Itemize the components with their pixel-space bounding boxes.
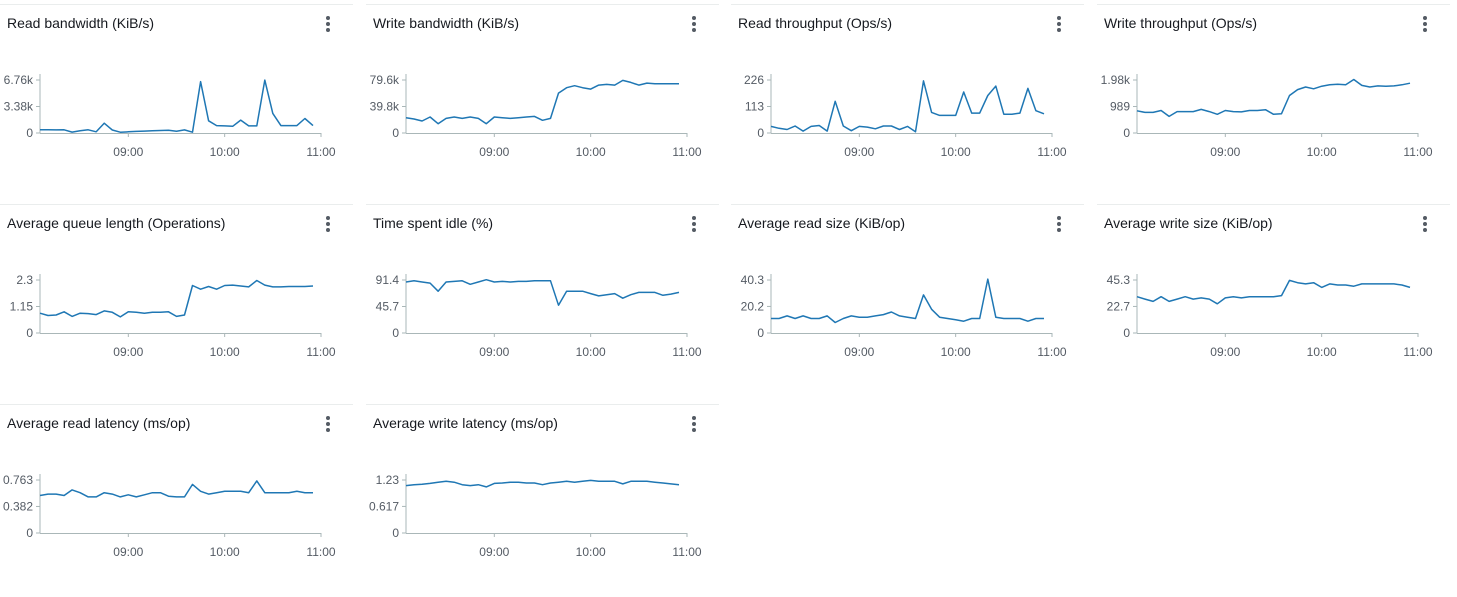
y-tick-label: 0.382 [3, 499, 33, 513]
x-tick-label: 09:00 [113, 345, 143, 359]
series-line [406, 480, 679, 487]
y-tick-label: 226 [744, 73, 764, 87]
y-tick-label: 91.4 [376, 273, 400, 287]
x-tick-label: 09:00 [479, 545, 509, 559]
line-chart: 0 0.617 1.23 09:00 10:00 11:00 [366, 405, 719, 597]
x-tick-label: 09:00 [1210, 345, 1240, 359]
series-line [1137, 80, 1410, 117]
y-tick-label: 1.23 [376, 473, 400, 487]
y-tick-label: 0 [757, 326, 764, 340]
y-tick-label: 40.3 [741, 273, 765, 287]
series-line [40, 281, 313, 317]
y-tick-label: 989 [1110, 100, 1130, 114]
y-tick-label: 0 [26, 526, 33, 540]
y-tick-label: 0 [392, 326, 399, 340]
series-line [771, 279, 1044, 322]
y-tick-label: 45.3 [1107, 273, 1131, 287]
y-tick-label: 0 [757, 126, 764, 140]
series-line [40, 481, 313, 497]
x-tick-label: 11:00 [672, 145, 701, 159]
x-tick-label: 10:00 [576, 545, 606, 559]
x-tick-label: 10:00 [210, 345, 240, 359]
y-tick-label: 3.38k [4, 100, 34, 114]
x-tick-label: 11:00 [672, 345, 701, 359]
x-tick-label: 10:00 [1307, 145, 1337, 159]
x-tick-label: 09:00 [1210, 145, 1240, 159]
series-line [1137, 280, 1410, 303]
x-tick-label: 09:00 [844, 345, 874, 359]
x-tick-label: 11:00 [1037, 145, 1066, 159]
x-tick-label: 11:00 [1037, 345, 1066, 359]
y-tick-label: 0 [392, 126, 399, 140]
y-tick-label: 0.763 [3, 473, 33, 487]
x-tick-label: 11:00 [306, 545, 335, 559]
series-line [406, 80, 679, 123]
x-tick-label: 10:00 [1307, 345, 1337, 359]
x-tick-label: 09:00 [479, 345, 509, 359]
y-tick-label: 0 [26, 326, 33, 340]
line-chart: 0 20.2 40.3 09:00 10:00 11:00 [731, 205, 1084, 397]
line-chart: 0 22.7 45.3 09:00 10:00 11:00 [1097, 205, 1450, 397]
x-tick-label: 09:00 [113, 545, 143, 559]
x-tick-label: 10:00 [576, 345, 606, 359]
line-chart: 0 989 1.98k 09:00 10:00 11:00 [1097, 5, 1450, 197]
y-tick-label: 0 [1123, 326, 1130, 340]
x-tick-label: 11:00 [1403, 145, 1432, 159]
x-tick-label: 10:00 [210, 545, 240, 559]
line-chart: 0 39.8k 79.6k 09:00 10:00 11:00 [366, 5, 719, 197]
line-chart: 0 0.382 0.763 09:00 10:00 11:00 [0, 405, 353, 597]
line-chart: 0 45.7 91.4 09:00 10:00 11:00 [366, 205, 719, 397]
x-tick-label: 09:00 [479, 145, 509, 159]
x-tick-label: 10:00 [941, 145, 971, 159]
line-chart: 0 1.15 2.3 09:00 10:00 11:00 [0, 205, 353, 397]
y-tick-label: 22.7 [1107, 299, 1131, 313]
x-tick-label: 09:00 [113, 145, 143, 159]
series-line [771, 81, 1044, 132]
x-tick-label: 11:00 [672, 545, 701, 559]
y-tick-label: 1.15 [10, 300, 34, 314]
x-tick-label: 10:00 [941, 345, 971, 359]
x-tick-label: 09:00 [844, 145, 874, 159]
y-tick-label: 0 [1123, 126, 1130, 140]
y-tick-label: 1.98k [1101, 73, 1131, 87]
x-tick-label: 11:00 [306, 345, 335, 359]
x-tick-label: 10:00 [576, 145, 606, 159]
y-tick-label: 45.7 [376, 300, 400, 314]
line-chart: 0 113 226 09:00 10:00 11:00 [731, 5, 1084, 197]
x-tick-label: 11:00 [306, 145, 335, 159]
y-tick-label: 0.617 [369, 499, 399, 513]
y-tick-label: 39.8k [370, 100, 400, 114]
y-tick-label: 0 [392, 526, 399, 540]
y-tick-label: 2.3 [16, 273, 33, 287]
y-tick-label: 20.2 [741, 299, 765, 313]
y-tick-label: 6.76k [4, 73, 34, 87]
x-tick-label: 10:00 [210, 145, 240, 159]
y-tick-label: 113 [745, 100, 764, 114]
y-tick-label: 0 [26, 126, 33, 140]
line-chart: 0 3.38k 6.76k 09:00 10:00 11:00 [0, 5, 353, 197]
series-line [406, 280, 679, 306]
y-tick-label: 79.6k [370, 73, 400, 87]
series-line [40, 80, 313, 132]
x-tick-label: 11:00 [1403, 345, 1432, 359]
